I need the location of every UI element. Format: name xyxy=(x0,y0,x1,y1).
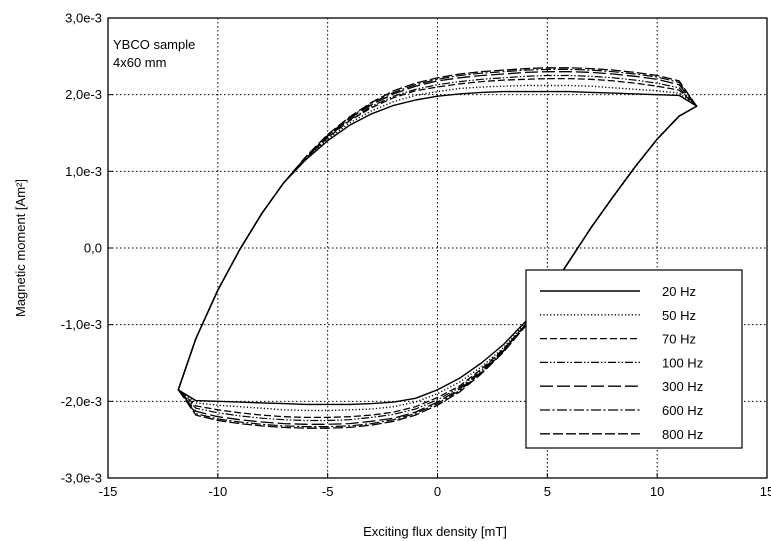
y-tick-label: -3,0e-3 xyxy=(61,471,102,486)
x-tick-label: 10 xyxy=(650,484,664,499)
y-tick-label: -1,0e-3 xyxy=(61,317,102,332)
legend-label: 800 Hz xyxy=(662,427,703,442)
x-tick-label: -5 xyxy=(322,484,334,499)
legend: 20 Hz 50 Hz 70 Hz 100 Hz 300 Hz 600 Hz 800 Hz xyxy=(525,269,743,449)
series-line-800hz xyxy=(177,67,698,429)
series-layer xyxy=(177,67,698,429)
x-tick-label: 15 xyxy=(760,484,771,499)
legend-label: 20 Hz xyxy=(662,284,696,299)
annotation-block: YBCO sample 4x60 mm xyxy=(113,37,195,70)
legend-label: 100 Hz xyxy=(662,355,703,370)
legend-label: 600 Hz xyxy=(662,403,703,418)
x-tick-label: -10 xyxy=(208,484,227,499)
y-tick-label: -2,0e-3 xyxy=(61,394,102,409)
y-tick-label: 1,0e-3 xyxy=(65,164,102,179)
annotation-size: 4x60 mm xyxy=(113,55,166,70)
y-tick-label: 0,0 xyxy=(84,241,102,256)
series-line-100hz xyxy=(177,74,698,422)
x-tick-label: 0 xyxy=(434,484,441,499)
legend-box xyxy=(525,269,743,449)
x-axis-label: Exciting flux density [mT] xyxy=(363,524,507,539)
y-axis-label: Magnetic moment [Am²] xyxy=(13,179,28,317)
legend-label: 300 Hz xyxy=(662,379,703,394)
x-tick-label: 5 xyxy=(544,484,551,499)
x-tick-label: -15 xyxy=(99,484,118,499)
tick-labels: -15 -10 -5 0 5 10 15 -3,0e-3 -2,0e-3 -1,0e-3 0,0 1,… xyxy=(61,11,771,500)
legend-label: 50 Hz xyxy=(662,308,696,323)
y-tick-label: 2,0e-3 xyxy=(65,87,102,102)
annotation-sample: YBCO sample xyxy=(113,37,195,52)
y-tick-label: 3,0e-3 xyxy=(65,11,102,26)
legend-label: 70 Hz xyxy=(662,332,696,347)
